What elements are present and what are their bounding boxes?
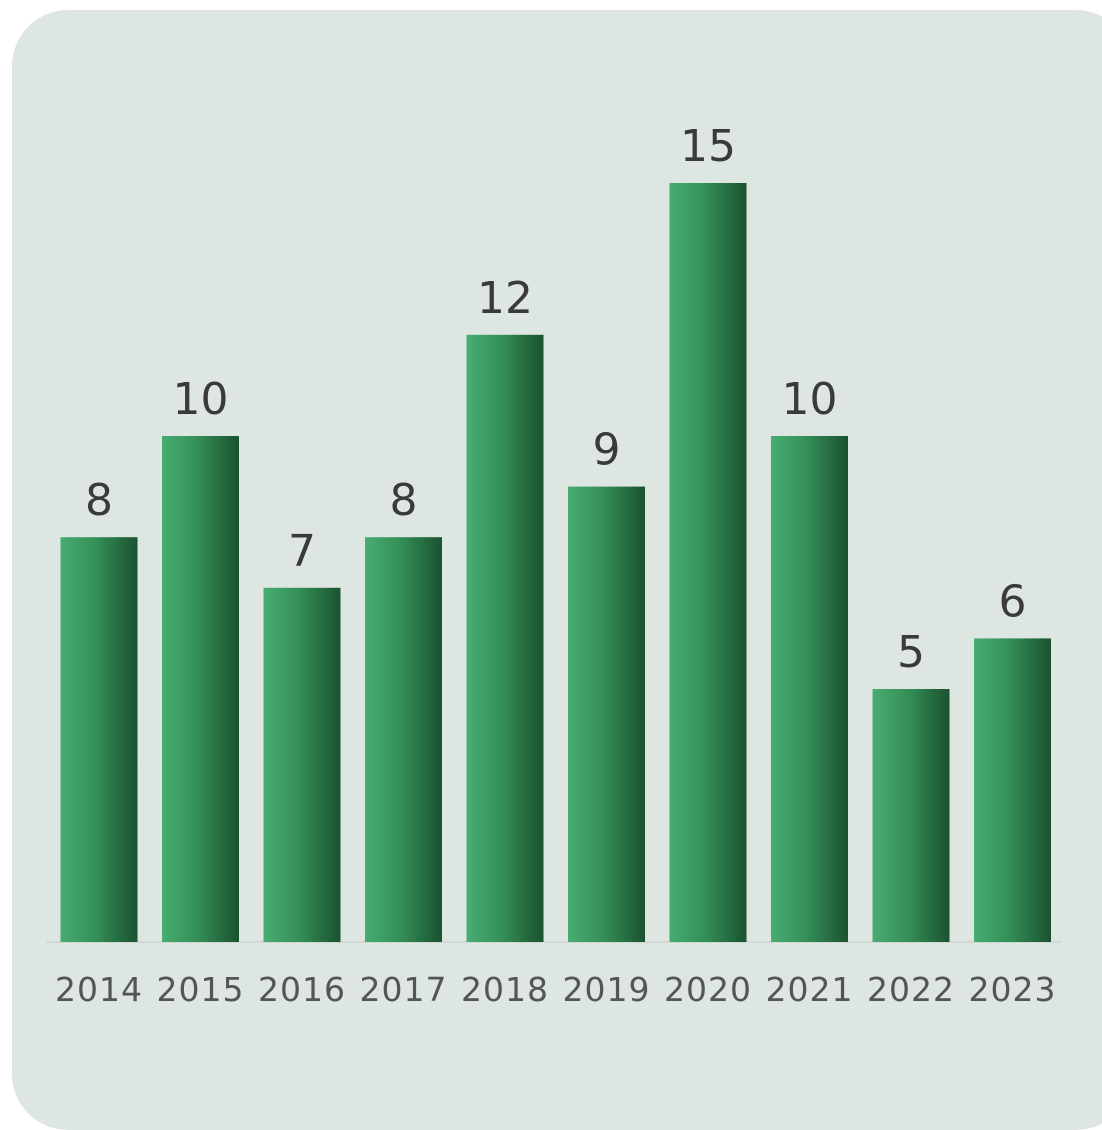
bar-2018 <box>466 334 544 942</box>
tick-label-2014: 2014 <box>55 970 143 1009</box>
value-label-2023: 6 <box>999 576 1027 627</box>
tick-label-2023: 2023 <box>969 970 1057 1009</box>
value-label-2015: 10 <box>173 374 229 425</box>
tick-label-2021: 2021 <box>766 970 854 1009</box>
value-label-2020: 15 <box>680 121 736 172</box>
x-tick-labels: 2014 2015 2016 2017 2018 2019 2020 2021 2022 2023 <box>55 970 1057 1009</box>
bar-2020 <box>669 183 747 942</box>
tick-label-2016: 2016 <box>258 970 346 1009</box>
bar-2016 <box>263 587 341 942</box>
tick-label-2017: 2017 <box>360 970 448 1009</box>
value-label-2019: 9 <box>593 425 621 476</box>
tick-label-2015: 2015 <box>157 970 245 1009</box>
data-labels: 8 10 7 8 12 9 15 10 5 6 <box>85 121 1027 678</box>
value-label-2018: 12 <box>477 273 533 324</box>
value-label-2022: 5 <box>897 627 925 678</box>
bar-series <box>60 183 1051 942</box>
bar-2019 <box>568 486 645 942</box>
tick-label-2018: 2018 <box>461 970 549 1009</box>
bar-2023 <box>974 638 1051 942</box>
bar-2022 <box>872 689 950 942</box>
bar-2014 <box>60 537 138 942</box>
value-label-2014: 8 <box>85 475 113 526</box>
tick-label-2020: 2020 <box>664 970 752 1009</box>
tick-label-2019: 2019 <box>563 970 651 1009</box>
tick-label-2022: 2022 <box>867 970 955 1009</box>
value-label-2021: 10 <box>782 374 838 425</box>
bar-2017 <box>365 537 442 942</box>
bar-2015 <box>162 436 239 942</box>
bar-2021 <box>771 436 848 942</box>
value-label-2017: 8 <box>390 475 418 526</box>
value-label-2016: 7 <box>288 526 316 577</box>
